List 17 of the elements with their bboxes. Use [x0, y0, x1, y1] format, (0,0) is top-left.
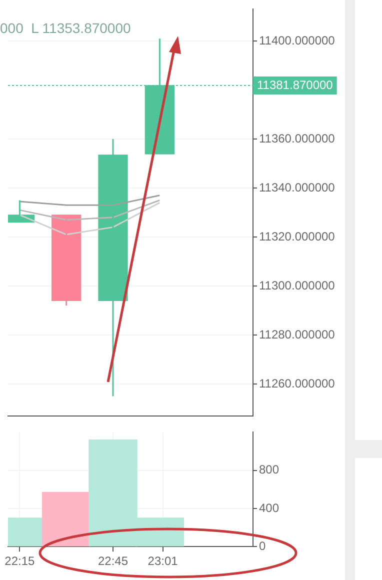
candlestick: [98, 138, 128, 397]
y-tick-label: 0: [259, 538, 266, 553]
ref-line-label: 11381.870000: [257, 78, 334, 92]
x-tick-label: 23:01: [148, 554, 178, 568]
x-tick-label: 22:45: [98, 554, 128, 568]
y-tick-label: 400: [259, 500, 280, 515]
y-tick-label: 11340.000000: [259, 180, 336, 194]
y-tick-label: 11260.000000: [259, 376, 336, 390]
y-tick-label: 11300.000000: [259, 278, 336, 292]
y-tick-label: 11400.000000: [259, 33, 336, 48]
annotation: 000 L 11353.870000: [0, 20, 132, 36]
candlestick: [52, 214, 82, 306]
y-tick-label: 800: [259, 462, 280, 477]
x-tick-label: 22:15: [4, 554, 36, 568]
y-tick-label: 11280.000000: [259, 327, 336, 342]
y-tick-label: 11360.000000: [259, 131, 336, 146]
y-tick-label: 11320.000000: [259, 229, 336, 244]
